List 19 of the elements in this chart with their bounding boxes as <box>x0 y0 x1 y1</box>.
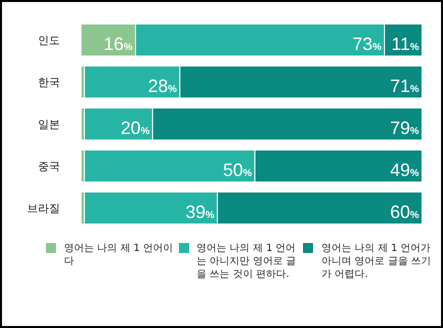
legend-label: 영어는 나의 제 1 언어이다 <box>64 242 174 268</box>
data-label: 16% <box>104 34 133 54</box>
y-tick-label: 인도 <box>38 34 60 47</box>
data-label: 73% <box>352 34 382 54</box>
data-label: 71% <box>390 76 420 96</box>
data-label: 28% <box>148 76 177 96</box>
data-label: 79% <box>390 118 420 138</box>
y-tick-label: 일본 <box>38 118 60 131</box>
data-label: 20% <box>120 118 150 138</box>
data-label: 60% <box>390 202 420 222</box>
y-tick-label: 중국 <box>38 160 60 173</box>
data-label: 50% <box>222 160 252 180</box>
data-label: 11% <box>391 34 420 54</box>
series-label: 영어는 나의 제 1 언어가 아니며 영어로 글을 쓰기가 어렵다. <box>321 242 432 281</box>
y-tick-label: 한국 <box>38 76 60 89</box>
data-label: 49% <box>390 160 420 180</box>
y-tick-label: 브라질 <box>27 202 60 215</box>
data-label: 39% <box>185 202 214 222</box>
legend-label: 영어는 나의 제 1 언어는 아니지만 영어로 글을 쓰는 것이 편하다. <box>196 242 298 281</box>
